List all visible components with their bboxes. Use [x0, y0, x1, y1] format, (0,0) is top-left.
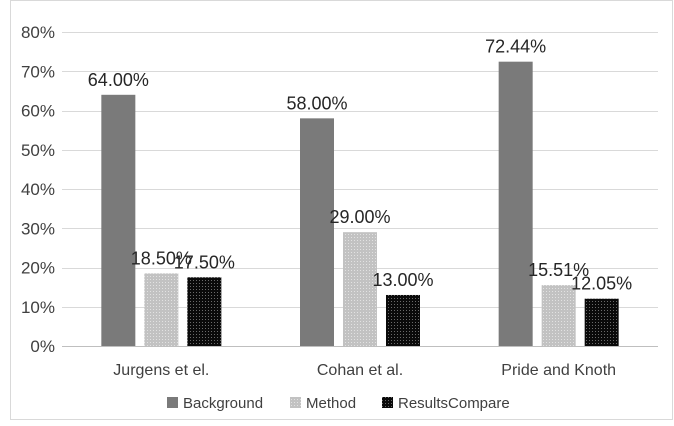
- bar-method-3: [541, 285, 576, 346]
- y-tick-label: 10%: [21, 298, 55, 317]
- data-label: 29.00%: [329, 207, 390, 227]
- x-axis-ticks: Jurgens et el. Cohan et al. Pride and Knot…: [113, 362, 616, 379]
- data-labels: 64.00% 18.50%17.50% 58.00% 29.00% 13.00% 72.4…: [88, 37, 632, 294]
- data-label: 17.50%: [174, 252, 235, 272]
- bar-resultscompare-3: [584, 298, 619, 346]
- y-axis-ticks: 0% 10% 20% 30% 40% 50% 60% 70% 80%: [21, 23, 55, 356]
- data-label: 72.44%: [485, 37, 546, 57]
- y-tick-label: 30%: [21, 219, 55, 238]
- x-tick-label: Jurgens et el.: [113, 362, 209, 379]
- legend-swatch-method: [290, 397, 301, 408]
- y-tick-label: 40%: [21, 180, 55, 199]
- y-tick-label: 50%: [21, 141, 55, 160]
- data-label: 13.00%: [372, 270, 433, 290]
- legend-swatch-background: [167, 397, 178, 408]
- data-label: 58.00%: [286, 93, 347, 113]
- legend-label: Background: [183, 395, 263, 412]
- data-label: 18.50%: [131, 248, 192, 268]
- y-tick-label: 0%: [30, 337, 55, 356]
- bar-method-2: [343, 232, 377, 346]
- legend-label: Method: [306, 395, 356, 412]
- legend-swatch-resultscompare: [382, 397, 393, 408]
- bar-background-3: [498, 61, 533, 346]
- data-label: 15.51%: [528, 260, 589, 280]
- bar-method-1: [144, 273, 179, 346]
- data-label: 64.00%: [88, 70, 149, 90]
- bar-resultscompare-2: [386, 294, 420, 346]
- legend: Background Method ResultsCompare: [167, 395, 510, 412]
- x-tick-label: Pride and Knoth: [501, 362, 616, 379]
- y-tick-label: 70%: [21, 62, 55, 81]
- bar-resultscompare-1: [187, 277, 222, 346]
- legend-label: ResultsCompare: [398, 395, 510, 412]
- bar-background-2: [300, 118, 334, 346]
- x-tick-label: Cohan et al.: [317, 362, 403, 379]
- data-label: 12.05%: [571, 274, 632, 294]
- y-tick-label: 80%: [21, 23, 55, 42]
- y-tick-label: 60%: [21, 102, 55, 121]
- bar-background-1: [101, 94, 136, 346]
- y-tick-label: 20%: [21, 259, 55, 278]
- bars: [101, 61, 619, 346]
